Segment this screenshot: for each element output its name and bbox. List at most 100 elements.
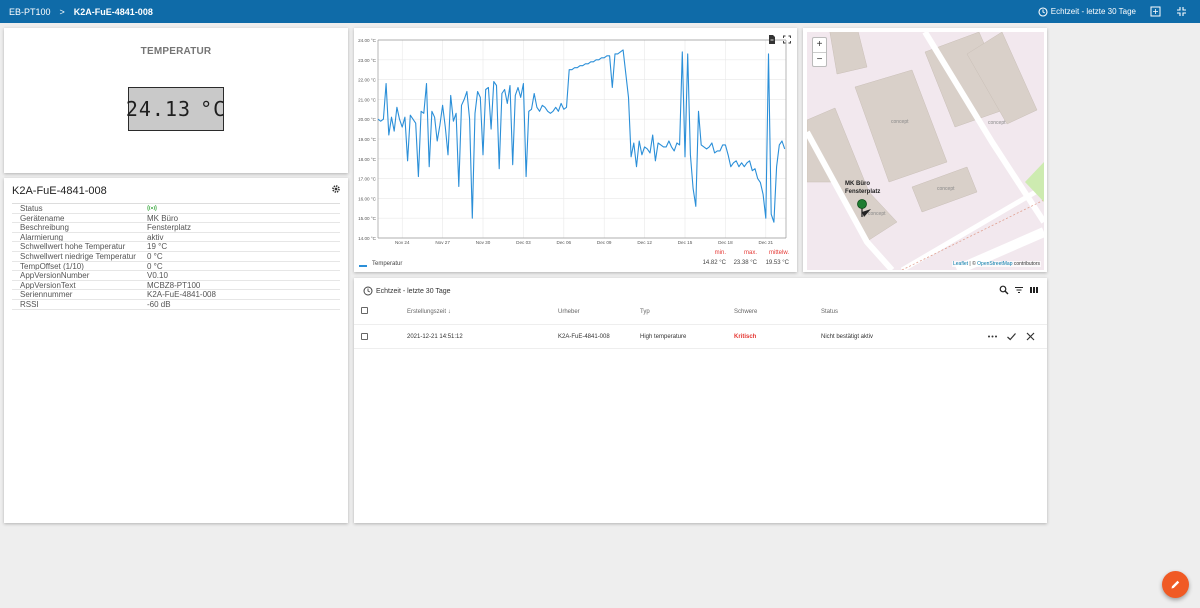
info-row: TempOffset (1/10) 0 °C xyxy=(12,262,340,272)
info-row: Gerätename MK Büro xyxy=(12,214,340,224)
alarm-source[interactable]: K2A-FuE-4841-008 xyxy=(558,334,610,340)
info-label: Seriennummer xyxy=(20,290,73,299)
clear-alarm-icon[interactable] xyxy=(1025,331,1036,342)
marker-label: MK Büro Fensterplatz xyxy=(845,180,880,196)
time-range-label: Echtzeit - letzte 30 Tage xyxy=(1050,7,1136,16)
x-tick-label: Nov 30 xyxy=(476,240,491,245)
column-type[interactable]: Typ xyxy=(640,309,650,315)
temperature-display: 24.13 °C xyxy=(126,87,227,131)
alarm-time-range-button[interactable]: Echtzeit - letzte 30 Tage xyxy=(363,286,451,296)
clock-icon xyxy=(1038,6,1048,17)
device-info-table: Status Gerätename MK Büro Beschreibung Fenst… xyxy=(12,203,340,310)
fit-screen-icon[interactable] xyxy=(1148,5,1162,19)
export-csv-icon[interactable] xyxy=(768,35,776,44)
info-row: RSSI -60 dB xyxy=(12,300,340,310)
edit-dashboard-button[interactable] xyxy=(1162,571,1189,598)
info-label: Beschreibung xyxy=(20,223,69,232)
marker-label-line1: MK Büro xyxy=(845,181,870,187)
alarm-list-widget: Echtzeit - letzte 30 Tage Erstellungszei… xyxy=(354,278,1047,523)
search-icon[interactable] xyxy=(999,285,1009,295)
alarm-table-header: Erstellungszeit ↓ Urheber Typ Schwere St… xyxy=(354,305,1047,323)
legend-swatch xyxy=(359,265,367,267)
x-tick-label: Dec 21 xyxy=(759,240,774,245)
y-tick-label: 17.00 °C xyxy=(358,177,377,182)
building-label: concept xyxy=(937,186,955,192)
y-tick-label: 18.00 °C xyxy=(358,157,377,162)
info-label: Gerätename xyxy=(20,213,65,223)
x-tick-label: Nov 24 xyxy=(395,240,410,245)
gear-icon[interactable] xyxy=(331,184,341,194)
info-row: Schwellwert hohe Temperatur 19 °C xyxy=(12,242,340,252)
time-range-button[interactable]: Echtzeit - letzte 30 Tage xyxy=(1038,6,1136,17)
map-attribution: Leaflet | © OpenStreetMap contributors xyxy=(952,261,1041,267)
columns-icon[interactable] xyxy=(1029,285,1039,295)
info-value: 0 °C xyxy=(147,261,163,271)
column-severity[interactable]: Schwere xyxy=(734,309,758,315)
info-value: MK Büro xyxy=(147,213,179,223)
pencil-icon xyxy=(1171,580,1180,589)
app-header: EB-PT100 > K2A-FuE-4841-008 Echtzeit - l… xyxy=(0,0,1200,23)
y-tick-label: 19.00 °C xyxy=(358,137,377,142)
x-tick-label: Dec 06 xyxy=(557,240,572,245)
zoom-in-button[interactable]: + xyxy=(816,39,823,50)
alarm-created: 2021-12-21 14:51:12 xyxy=(407,334,463,340)
alarm-row[interactable]: 2021-12-21 14:51:12 K2A-FuE-4841-008 Hig… xyxy=(354,324,1047,349)
temperature-chart-widget: 14.00 °C 15.00 °C 16.00 °C 17.00 °C 18.00 °C… xyxy=(354,28,797,272)
column-source[interactable]: Urheber xyxy=(558,309,580,315)
leaflet-link[interactable]: Leaflet xyxy=(953,261,969,267)
column-status[interactable]: Status xyxy=(821,309,839,315)
info-value: -60 dB xyxy=(147,299,171,309)
y-tick-label: 24.00 °C xyxy=(358,38,377,43)
zoom-out-button[interactable]: − xyxy=(813,52,826,66)
info-label: AppVersionText xyxy=(20,280,76,290)
map-zoom-control: + − xyxy=(812,37,827,67)
y-tick-label: 23.00 °C xyxy=(358,58,377,63)
x-tick-label: Dec 15 xyxy=(678,240,693,245)
column-created[interactable]: Erstellungszeit ↓ xyxy=(407,309,451,315)
y-tick-label: 21.00 °C xyxy=(358,97,377,102)
info-label: AppVersionNumber xyxy=(20,271,90,280)
series-line-temperatur[interactable] xyxy=(377,49,786,223)
filter-icon[interactable] xyxy=(1014,285,1024,295)
info-value: aktiv xyxy=(147,232,164,242)
breadcrumb-root[interactable]: EB-PT100 xyxy=(9,6,51,17)
alarm-time-range-label: Echtzeit - letzte 30 Tage xyxy=(376,287,451,295)
stat-mean-value: 19.53 °C xyxy=(765,260,789,266)
y-tick-label: 14.00 °C xyxy=(358,236,377,241)
info-row: AppVersionText MCBZ8-PT100 xyxy=(12,281,340,291)
temperature-unit: °C xyxy=(200,97,227,121)
map-marker-icon[interactable] xyxy=(857,199,867,209)
stat-max-value: 23.38 °C xyxy=(733,260,757,266)
acknowledge-icon[interactable] xyxy=(1006,331,1017,342)
temperature-line-chart: 14.00 °C 15.00 °C 16.00 °C 17.00 °C 18.00 °C… xyxy=(358,38,787,245)
row-checkbox[interactable] xyxy=(361,333,368,340)
x-tick-label: Dec 12 xyxy=(637,240,652,245)
info-value: MCBZ8-PT100 xyxy=(147,280,201,290)
building-label: concept xyxy=(891,119,909,125)
more-icon[interactable] xyxy=(987,331,998,342)
breadcrumb-separator: > xyxy=(59,6,65,17)
info-value: K2A-FuE-4841-008 xyxy=(147,290,216,299)
device-info-widget: K2A-FuE-4841-008 Status Gerätename MK Büro… xyxy=(4,178,348,523)
device-title: K2A-FuE-4841-008 xyxy=(12,185,107,197)
fullscreen-icon[interactable] xyxy=(783,35,791,44)
info-value: 19 °C xyxy=(147,242,168,251)
map-canvas[interactable]: concept concept concept concept MK Büro … xyxy=(807,32,1044,270)
x-tick-label: Dec 18 xyxy=(718,240,733,245)
info-label: Schwellwert niedrige Temperatur xyxy=(20,251,136,261)
column-created-label: Erstellungszeit xyxy=(407,309,447,315)
alarm-type: High temperature xyxy=(640,334,687,340)
x-tick-label: Dec 09 xyxy=(597,240,612,245)
info-row: Alarmierung aktiv xyxy=(12,233,340,243)
attribution-tail: contributors xyxy=(1012,261,1040,267)
osm-link[interactable]: OpenStreetMap xyxy=(977,261,1013,267)
building-label: concept xyxy=(868,211,886,217)
info-row: Schwellwert niedrige Temperatur 0 °C xyxy=(12,252,340,262)
arrow-down-icon: ↓ xyxy=(447,309,451,315)
building-label: concept xyxy=(988,120,1006,126)
fullscreen-exit-icon[interactable] xyxy=(1174,5,1188,19)
info-label: Status xyxy=(20,204,43,213)
info-label: TempOffset (1/10) xyxy=(20,261,84,271)
alarm-status: Nicht bestätigt aktiv xyxy=(821,334,874,340)
select-all-checkbox[interactable] xyxy=(361,307,368,314)
